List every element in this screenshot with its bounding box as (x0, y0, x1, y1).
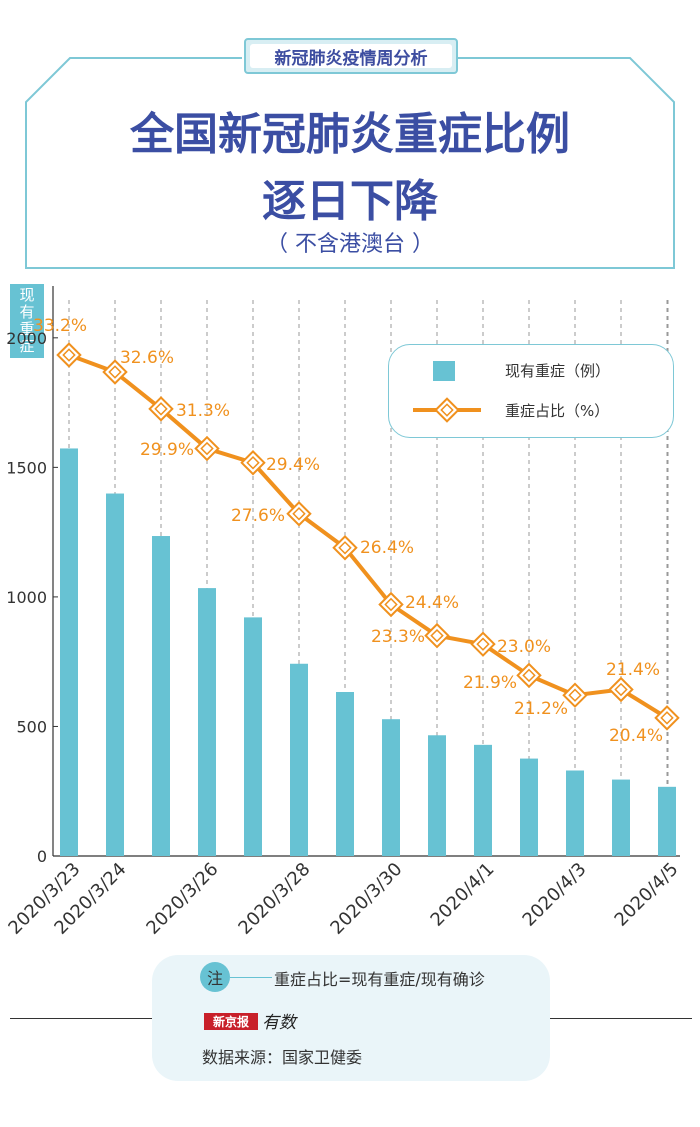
line-point-inner (292, 507, 306, 521)
bar (520, 758, 538, 856)
data-label: 20.4% (609, 726, 663, 746)
note-connector (230, 977, 272, 978)
bar (106, 493, 124, 856)
x-tick-label: 2020/4/3 (519, 859, 591, 931)
brand-logo-script: 有数 (262, 1013, 296, 1033)
y-tick-label: 1000 (6, 588, 47, 607)
bar (474, 744, 492, 856)
bar (198, 588, 216, 856)
y-axis-label-char: 现 (19, 286, 35, 304)
bar (244, 617, 262, 856)
chart-title-line2: 逐日下降 (262, 176, 438, 227)
x-tick-label: 2020/3/30 (326, 859, 406, 939)
data-label: 29.9% (140, 440, 194, 460)
bar (60, 448, 78, 856)
chart-subtitle: （ 不含港澳台 ） (266, 232, 434, 257)
legend-bar-swatch (433, 361, 455, 381)
line-point-inner (200, 441, 214, 456)
y-tick-label: 2000 (6, 329, 47, 348)
data-label: 27.6% (231, 506, 285, 526)
bar (290, 663, 308, 856)
y-tick-label: 0 (37, 847, 47, 866)
title-frame (25, 57, 675, 269)
line-point-inner (384, 597, 398, 612)
data-label: 21.2% (514, 699, 568, 719)
chart-legend: 现有重症（例） 重症占比（%） (388, 344, 674, 438)
x-tick-label: 2020/4/5 (611, 859, 683, 931)
data-label: 24.4% (405, 593, 459, 613)
bar (152, 536, 170, 856)
note-marker: 注 (200, 962, 230, 992)
legend-line-swatch (413, 397, 481, 423)
divider-right (550, 1018, 692, 1019)
note-text: 重症占比=现有重症/现有确诊 (274, 970, 485, 989)
y-axis-label-char: 症 (19, 337, 35, 355)
brand-logo: 新京报 (204, 1013, 258, 1030)
y-axis-label: 现 有 重 症 (10, 284, 44, 358)
bar (566, 770, 584, 856)
line-point-inner (246, 456, 260, 470)
x-tick-label: 2020/3/26 (142, 859, 222, 939)
data-label: 21.9% (463, 673, 517, 693)
data-label: 23.3% (371, 627, 425, 647)
line-point-inner (614, 682, 628, 697)
legend-line-label: 重症占比（%） (505, 402, 610, 420)
data-label: 33.2% (33, 316, 87, 336)
data-label: 26.4% (360, 538, 414, 558)
bar (612, 779, 630, 856)
line-point-inner (62, 348, 76, 362)
topic-tag-text: 新冠肺炎疫情周分析 (250, 44, 452, 69)
bar (382, 719, 400, 856)
bar (658, 786, 676, 856)
line-point-inner (522, 668, 536, 683)
y-tick-label: 500 (16, 717, 47, 736)
chart-title-line1: 全国新冠肺炎重症比例 (130, 109, 570, 160)
divider-left (10, 1018, 152, 1019)
y-axis-label-char: 重 (19, 320, 35, 338)
line-point-inner (568, 688, 582, 702)
data-label: 32.6% (120, 348, 174, 368)
legend-bar-label: 现有重症（例） (505, 362, 611, 380)
data-label: 29.4% (266, 455, 320, 475)
line-point-inner (476, 637, 490, 651)
line-point-inner (430, 628, 444, 643)
bar (428, 735, 446, 856)
data-label: 31.3% (176, 401, 230, 421)
line-point-inner (660, 711, 674, 725)
data-label: 21.4% (606, 660, 660, 680)
bar (336, 691, 354, 856)
line-point-inner (108, 365, 122, 379)
data-source: 数据来源：国家卫健委 (202, 1048, 363, 1067)
y-axis-label-char: 有 (19, 303, 35, 321)
line-point-inner (338, 541, 352, 555)
data-label: 23.0% (497, 637, 551, 657)
x-tick-label: 2020/4/1 (427, 859, 499, 931)
line-point-inner (154, 402, 168, 416)
x-tick-label: 2020/3/28 (234, 859, 314, 939)
y-tick-label: 1500 (6, 458, 47, 477)
topic-tag: 新冠肺炎疫情周分析 (244, 38, 458, 74)
